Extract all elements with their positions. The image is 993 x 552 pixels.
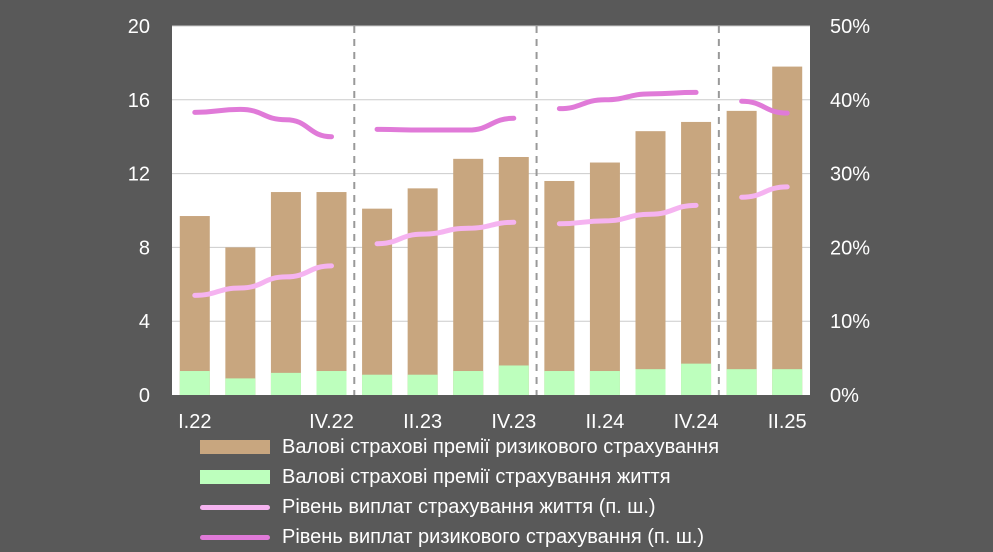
y-left-tick-label: 4 <box>139 311 150 333</box>
x-tick-label: II.24 <box>585 411 624 430</box>
bar-risk-premium <box>453 158 484 395</box>
bar-life-premium <box>726 369 757 395</box>
bar-risk-premium <box>407 188 438 395</box>
bar-life-premium <box>453 371 484 395</box>
plot-area <box>172 26 810 395</box>
y-left-tick-label: 0 <box>139 385 150 407</box>
line-risk-payout <box>374 115 517 133</box>
bar-life-premium <box>544 371 575 395</box>
y-right-tick-label: 0% <box>830 385 859 407</box>
line-life-payout <box>374 219 517 247</box>
legend: Валові страхові премії ризикового страху… <box>200 432 719 552</box>
legend-item-risk-payout: Рівень виплат ризикового страхування (п.… <box>200 522 719 552</box>
line-risk-payout <box>739 98 790 116</box>
bar-life-premium <box>681 363 712 395</box>
legend-label-risk-premiums: Валові страхові премії ризикового страху… <box>282 435 720 458</box>
x-tick-label: IV.24 <box>674 411 719 430</box>
y-left-tick-label: 20 <box>128 16 150 38</box>
legend-swatch-life-premiums <box>200 470 270 484</box>
y-right-tick-label: 40% <box>830 90 870 112</box>
y-right-tick-label: 50% <box>830 16 870 38</box>
legend-swatch-risk-payout <box>200 534 270 540</box>
y-left-tick-label: 16 <box>128 90 150 112</box>
line-risk-payout <box>556 89 699 112</box>
legend-item-life-payout: Рівень виплат страхування життя (п. ш.) <box>200 492 719 522</box>
bar-life-premium <box>407 374 438 395</box>
bar-risk-premium <box>681 121 712 395</box>
bar-life-premium <box>362 374 393 395</box>
bar-risk-premium <box>270 192 301 395</box>
legend-label-life-premiums: Валові страхові премії страхування життя <box>282 465 671 488</box>
bar-risk-premium <box>316 192 347 395</box>
bar-risk-premium <box>544 180 575 395</box>
bar-life-premium <box>498 365 529 395</box>
y-right-tick-label: 20% <box>830 237 870 259</box>
y-right-tick-label: 10% <box>830 311 870 333</box>
y-left-tick-label: 8 <box>139 237 150 259</box>
legend-label-risk-payout: Рівень виплат ризикового страхування (п.… <box>282 525 705 548</box>
line-life-payout <box>556 202 699 227</box>
legend-swatch-risk-premiums <box>200 440 270 454</box>
bar-risk-premium <box>362 208 393 395</box>
x-tick-label: I.22 <box>178 411 211 430</box>
line-life-payout <box>739 184 790 200</box>
x-tick-label: II.23 <box>403 411 442 430</box>
bar-life-premium <box>772 369 803 395</box>
line-life-payout <box>192 263 334 298</box>
legend-item-life-premiums: Валові страхові премії страхування життя <box>200 462 719 492</box>
bar-life-premium <box>316 371 347 395</box>
x-tick-label: II.25 <box>768 411 807 430</box>
legend-item-risk-premiums: Валові страхові премії ризикового страху… <box>200 432 719 462</box>
y-left-tick-label: 12 <box>128 164 150 186</box>
line-risk-payout <box>192 106 334 140</box>
bar-life-premium <box>635 369 666 395</box>
bar-life-premium <box>589 371 620 395</box>
bar-life-premium <box>270 372 301 395</box>
bar-risk-premium <box>772 66 803 395</box>
bar-risk-premium <box>225 247 256 395</box>
legend-label-life-payout: Рівень виплат страхування життя (п. ш.) <box>282 495 656 518</box>
bar-risk-premium <box>726 110 757 396</box>
y-right-tick-label: 30% <box>830 164 870 186</box>
bar-risk-premium <box>498 156 529 395</box>
bar-risk-premium <box>589 162 620 395</box>
bar-risk-premium <box>179 216 210 395</box>
bar-risk-premium <box>635 131 666 396</box>
x-tick-label: IV.23 <box>491 411 536 430</box>
legend-swatch-life-payout <box>200 504 270 510</box>
bar-life-premium <box>225 378 256 395</box>
bar-life-premium <box>179 371 210 395</box>
x-tick-label: IV.22 <box>309 411 354 430</box>
chart: 0 4 8 12 16 20 0% 10% 20% 30% 40% 50% I.22 IV.22 II.23… <box>128 16 870 430</box>
